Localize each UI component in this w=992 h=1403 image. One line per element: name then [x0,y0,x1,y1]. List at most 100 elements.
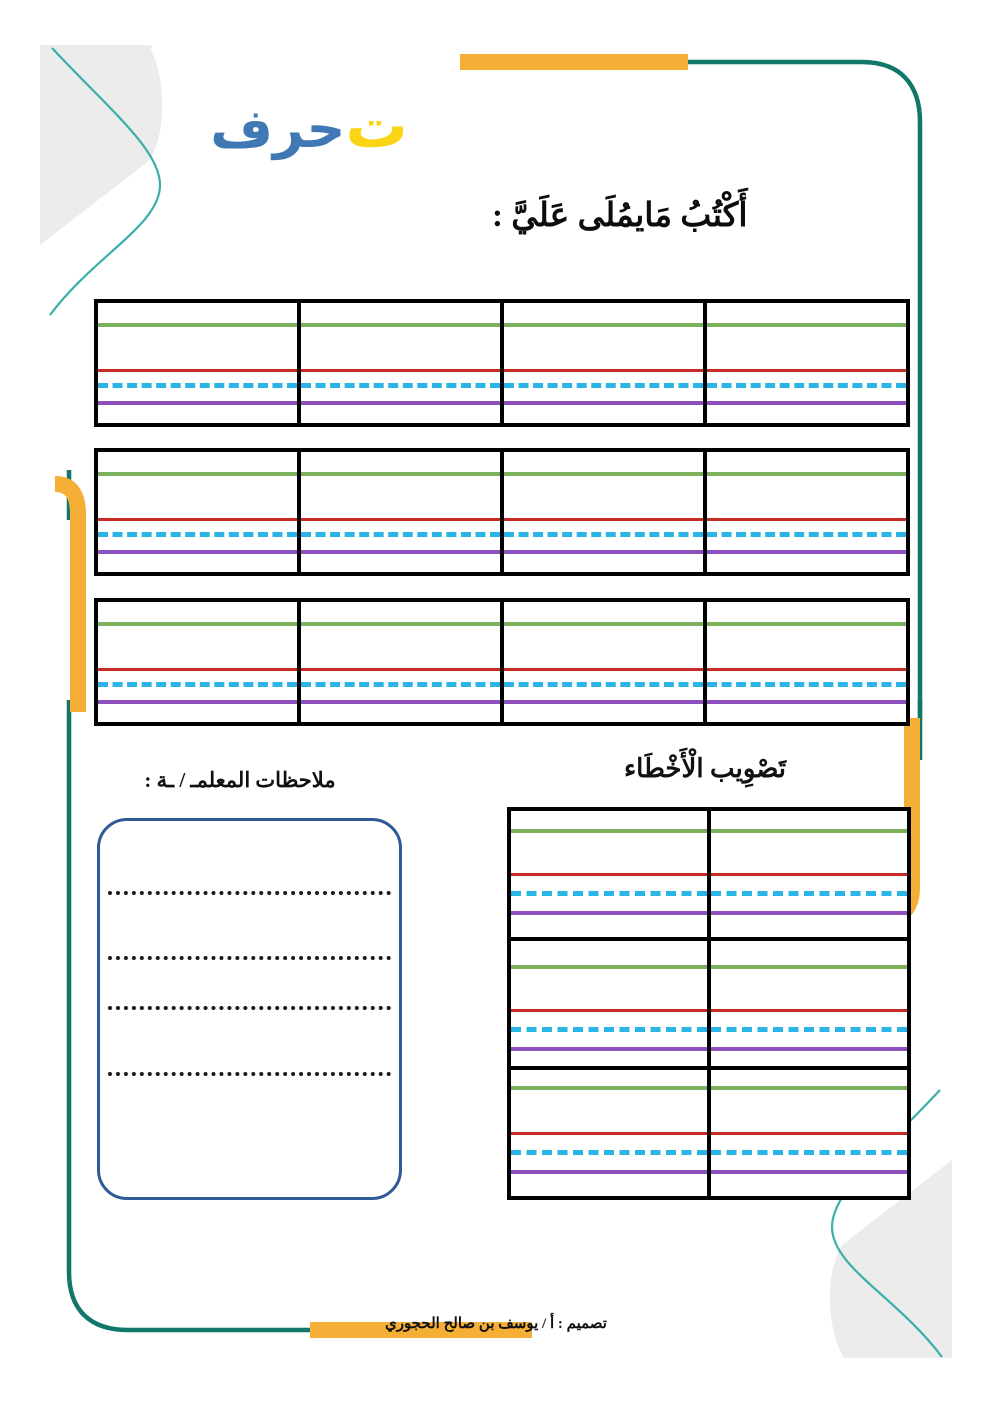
notes-dotted-line [108,956,391,960]
writing-cell[interactable] [98,303,297,423]
accent-bar-top [460,54,688,70]
page-title: تحرف [162,96,482,158]
rule-purple-line [511,911,707,915]
rule-dashed-line [98,383,297,388]
rule-purple-line [504,700,703,704]
writing-cell[interactable] [703,303,906,423]
corrections-heading: تَصْوِيب الْأَخْطَاء [623,754,787,783]
writing-cell[interactable] [703,452,906,572]
rule-purple-line [711,1170,907,1175]
rule-dashed-line [98,682,297,687]
rule-green-line [504,323,703,327]
rule-purple-line [98,700,297,704]
rule-dashed-line [504,682,703,687]
teacher-notes-box[interactable] [97,818,402,1200]
rule-dashed-line [511,1150,707,1156]
corrections-cell[interactable] [511,941,707,1067]
rule-purple-line [511,1170,707,1175]
rule-green-line [511,829,707,833]
rule-green-line [98,622,297,626]
rule-red-line [504,369,703,372]
rule-green-line [98,323,297,327]
writing-cell[interactable] [500,602,703,722]
rule-purple-line [504,550,703,554]
rule-green-line [711,964,907,969]
rule-red-line [301,668,500,671]
instruction-text: أَكْتُبُ مَايمُلَى عَلَيَّ : [492,198,748,234]
rule-red-line [711,873,907,876]
writing-row[interactable] [94,598,910,726]
designer-credit: تصميم : أ / يوسف بن صالح الحجوري [385,1316,607,1332]
rule-red-line [511,1132,707,1136]
rule-green-line [98,472,297,476]
rule-dashed-line [707,682,906,687]
rule-green-line [301,622,500,626]
writing-cell[interactable] [98,452,297,572]
corrections-row[interactable] [511,940,907,1071]
corner-chevron-top-left-body [40,45,163,245]
writing-cell[interactable] [500,303,703,423]
corrections-cell[interactable] [707,811,907,937]
rule-red-line [301,369,500,372]
writing-cell[interactable] [297,303,500,423]
rule-green-line [707,323,906,327]
rule-purple-line [511,1046,707,1051]
corner-teal-curve-top-left [49,47,162,316]
rule-red-line [707,518,906,521]
corrections-row[interactable] [511,811,907,941]
writing-cell[interactable] [98,602,297,722]
corrections-row[interactable] [511,1070,907,1197]
rule-green-line [711,1086,907,1091]
corrections-cell[interactable] [707,1070,907,1197]
writing-cell[interactable] [297,602,500,722]
corner-chevron-top-left [40,45,152,245]
rule-green-line [711,829,907,833]
writing-cell[interactable] [500,452,703,572]
rule-purple-line [707,401,906,405]
rule-purple-line [301,550,500,554]
rule-dashed-line [301,682,500,687]
corrections-cell[interactable] [511,811,707,937]
rule-green-line [504,472,703,476]
writing-cell[interactable] [703,602,906,722]
rule-red-line [511,873,707,876]
rule-red-line [301,518,500,521]
rule-purple-line [301,401,500,405]
rule-green-line [707,622,906,626]
rule-red-line [98,369,297,372]
rule-green-line [511,964,707,969]
rule-red-line [711,1008,907,1012]
rule-red-line [98,668,297,671]
rule-green-line [511,1086,707,1091]
rule-purple-line [707,700,906,704]
rule-red-line [707,668,906,671]
rule-dashed-line [301,532,500,537]
rule-dashed-line [711,891,907,896]
rule-dashed-line [98,532,297,537]
rule-red-line [711,1132,907,1136]
title-letter: ت [345,92,408,161]
rule-purple-line [98,401,297,405]
rule-red-line [504,518,703,521]
writing-row[interactable] [94,448,910,576]
writing-cell[interactable] [297,452,500,572]
accent-bar-left [54,476,86,712]
notes-dotted-line [108,1072,391,1076]
rule-purple-line [98,550,297,554]
rule-dashed-line [711,1150,907,1156]
rule-dashed-line [511,891,707,896]
rule-dashed-line [504,383,703,388]
writing-row[interactable] [94,299,910,427]
rule-purple-line [707,550,906,554]
corrections-cell[interactable] [511,1070,707,1196]
title-word: حرف [210,99,346,159]
rule-green-line [301,323,500,327]
rule-green-line [707,472,906,476]
corrections-table[interactable] [507,807,911,1200]
corrections-cell[interactable] [707,940,907,1067]
rule-red-line [707,369,906,372]
rule-purple-line [711,911,907,915]
rule-green-line [504,622,703,626]
rule-dashed-line [504,532,703,537]
rule-dashed-line [707,532,906,537]
